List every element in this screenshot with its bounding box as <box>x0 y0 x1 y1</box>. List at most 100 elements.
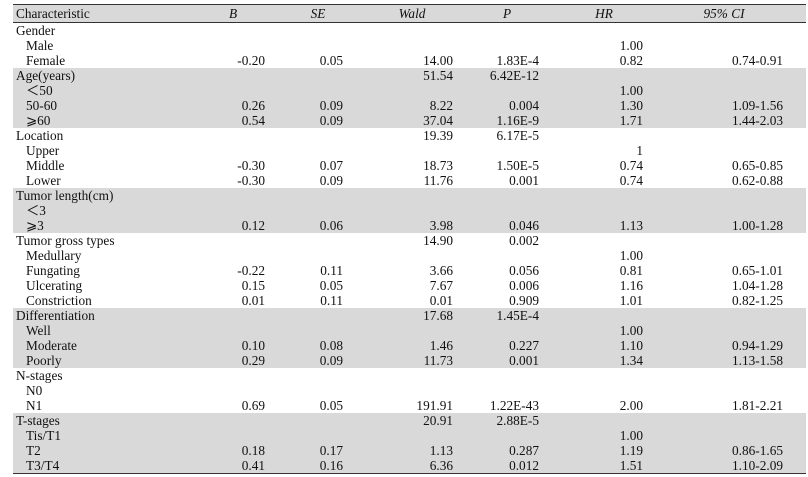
cell-b: 0.01 <box>241 293 265 308</box>
cell-hr: 1.30 <box>619 98 643 113</box>
cell-wald: 1.46 <box>429 338 453 353</box>
group-title-row: Tumor gross types 14.90 0.002 <box>13 233 806 248</box>
cell-hr: 1.10 <box>619 338 643 353</box>
row-label: Female <box>26 53 66 68</box>
row-label: Middle <box>26 158 65 173</box>
table-row: ＜3 <box>13 203 806 218</box>
table-row: Well 1.00 <box>13 323 806 338</box>
group-block: Tumor length(cm) ＜3 ⩾3 0.12 0.06 3.98 0.046 1.1… <box>13 188 806 233</box>
group-block: T-stages 20.91 2.88E-5 Tis/T1 1.00 T2 0.18 0.17… <box>13 413 806 473</box>
table-row: Upper 1 <box>13 143 806 158</box>
group-title: Differentiation <box>16 308 95 323</box>
group-p: 6.17E-5 <box>496 128 539 143</box>
row-label: ＜50 <box>26 83 53 98</box>
cell-se: 0.09 <box>319 98 343 113</box>
cell-p: 1.22E-43 <box>489 398 539 413</box>
header-p: P <box>502 6 512 21</box>
table-row: Moderate 0.10 0.08 1.46 0.227 1.10 0.94-1.29 <box>13 338 806 353</box>
group-wald: 19.39 <box>423 128 453 143</box>
cell-hr: 1.51 <box>619 458 643 473</box>
table-row: 50-60 0.26 0.09 8.22 0.004 1.30 1.09-1.56 <box>13 98 806 113</box>
row-label: Moderate <box>26 338 77 353</box>
cell-ci: 1.09-1.56 <box>732 98 783 113</box>
cell-hr: 2.00 <box>619 398 643 413</box>
table-row: ＜50 1.00 <box>13 83 806 98</box>
cell-hr: 1.13 <box>619 218 643 233</box>
cell-se: 0.09 <box>319 113 343 128</box>
group-title: T-stages <box>16 413 60 428</box>
cell-ci: 1.04-1.28 <box>732 278 783 293</box>
row-label: 50-60 <box>26 98 58 113</box>
table-row: Medullary 1.00 <box>13 248 806 263</box>
cell-ci: 1.10-2.09 <box>732 458 783 473</box>
cell-b: 0.12 <box>241 218 265 233</box>
cell-p: 0.227 <box>509 338 539 353</box>
cell-hr: 1.16 <box>619 278 643 293</box>
cell-p: 0.001 <box>509 353 539 368</box>
group-title-row: Gender <box>13 23 806 38</box>
cell-hr: 1.19 <box>619 443 643 458</box>
row-label: ＜3 <box>26 203 46 218</box>
header-hr: HR <box>595 6 613 21</box>
group-title-row: Differentiation 17.68 1.45E-4 <box>13 308 806 323</box>
row-label: Medullary <box>26 248 82 263</box>
row-label: Lower <box>26 173 61 188</box>
group-wald: 51.54 <box>423 68 453 83</box>
cell-wald: 3.98 <box>429 218 453 233</box>
cell-p: 1.16E-9 <box>496 113 539 128</box>
table-row: Tis/T1 1.00 <box>13 428 806 443</box>
group-title-row: Location 19.39 6.17E-5 <box>13 128 806 143</box>
cell-hr: 1.00 <box>619 323 643 338</box>
cell-p: 0.006 <box>509 278 539 293</box>
cell-se: 0.17 <box>319 443 343 458</box>
cell-se: 0.16 <box>319 458 343 473</box>
group-title-row: T-stages 20.91 2.88E-5 <box>13 413 806 428</box>
group-wald: 20.91 <box>423 413 453 428</box>
row-label: ⩾60 <box>26 113 51 128</box>
cell-se: 0.05 <box>319 53 343 68</box>
table-row: Middle -0.30 0.07 18.73 1.50E-5 0.74 0.65-0.85 <box>13 158 806 173</box>
cell-ci: 0.86-1.65 <box>732 443 783 458</box>
cell-se: 0.07 <box>319 158 343 173</box>
cell-ci: 1.44-2.03 <box>732 113 783 128</box>
cell-b: 0.15 <box>241 278 265 293</box>
table-row: ⩾60 0.54 0.09 37.04 1.16E-9 1.71 1.44-2.03 <box>13 113 806 128</box>
group-block: Gender Male 1.00 Female -0.20 0.05 14.00 1.83E-… <box>13 23 806 68</box>
table-row: Lower -0.30 0.09 11.76 0.001 0.74 0.62-0.88 <box>13 173 806 188</box>
cell-se: 0.09 <box>319 353 343 368</box>
table-row: ⩾3 0.12 0.06 3.98 0.046 1.13 1.00-1.28 <box>13 218 806 233</box>
group-title: Location <box>16 128 64 143</box>
row-label: ⩾3 <box>26 218 44 233</box>
row-label: N0 <box>26 383 43 398</box>
cell-ci: 0.74-0.91 <box>732 53 783 68</box>
cell-wald: 6.36 <box>429 458 453 473</box>
regression-table: Characteristic B SE Wald P HR 95% CI Gen… <box>13 4 806 474</box>
group-title: Gender <box>16 23 56 38</box>
cell-b: 0.69 <box>241 398 265 413</box>
cell-b: 0.41 <box>241 458 265 473</box>
cell-hr: 0.74 <box>619 158 643 173</box>
cell-hr: 1.71 <box>619 113 643 128</box>
cell-b: 0.54 <box>241 113 265 128</box>
cell-wald: 14.00 <box>423 53 453 68</box>
group-block: Differentiation 17.68 1.45E-4 Well 1.00 Moder… <box>13 308 806 368</box>
cell-p: 0.004 <box>509 98 539 113</box>
cell-b: 0.29 <box>241 353 265 368</box>
cell-wald: 18.73 <box>423 158 453 173</box>
cell-b: 0.10 <box>241 338 265 353</box>
group-p: 6.42E-12 <box>489 68 539 83</box>
cell-b: -0.30 <box>237 158 265 173</box>
group-block: Tumor gross types 14.90 0.002 Medullary 1.00… <box>13 233 806 308</box>
row-label: Fungating <box>26 263 80 278</box>
cell-p: 0.046 <box>509 218 539 233</box>
cell-ci: 0.65-0.85 <box>732 158 783 173</box>
group-block: Location 19.39 6.17E-5 Upper 1 Middle -0.30 0.0… <box>13 128 806 188</box>
header-characteristic: Characteristic <box>16 6 90 21</box>
table-row: Fungating -0.22 0.11 3.66 0.056 0.81 0.65-1.01 <box>13 263 806 278</box>
header-wald: Wald <box>398 6 426 21</box>
group-p: 0.002 <box>509 233 539 248</box>
cell-se: 0.08 <box>319 338 343 353</box>
row-label: T2 <box>26 443 41 458</box>
table-row: Female -0.20 0.05 14.00 1.83E-4 0.82 0.74-0.91 <box>13 53 806 68</box>
table-header: Characteristic B SE Wald P HR 95% CI <box>13 4 806 23</box>
